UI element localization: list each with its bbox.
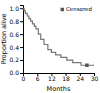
- x-axis: 0 6 12 18 24 30: [22, 73, 99, 82]
- tick-mark: [20, 34, 23, 35]
- tick-label: 1.0: [9, 5, 19, 12]
- tick: 6: [36, 73, 40, 82]
- tick-label: 18: [62, 75, 70, 82]
- tick-label: 0.8: [9, 18, 19, 25]
- tick-label: 0.2: [9, 56, 19, 63]
- tick-mark: [20, 60, 23, 61]
- tick-mark: [20, 73, 23, 74]
- axis-line: [20, 6, 24, 74]
- x-axis-title: Months: [47, 85, 71, 93]
- tick-label: 0.6: [9, 31, 19, 38]
- line: [23, 8, 94, 65]
- legend: Censored: [61, 6, 92, 12]
- y-axis: 0.0 0.2 0.4 0.6 0.8 1.0: [9, 5, 23, 77]
- tick: 0.2: [9, 56, 23, 63]
- tick: 18: [62, 73, 70, 82]
- marker: [85, 63, 89, 67]
- tick-mark: [20, 8, 23, 9]
- tick: 30: [91, 73, 99, 82]
- tick: 24: [76, 73, 84, 82]
- legend-swatch: [61, 8, 65, 12]
- tick-label: 6: [36, 75, 40, 82]
- tick-label: 0.0: [9, 69, 19, 76]
- tick-label: 24: [76, 75, 84, 82]
- chart: 0 6 12 18 24 30 0.0 0.2 0.4 0.6 0.8 1.0 Censored Mont…: [0, 0, 100, 93]
- tick-mark: [20, 21, 23, 22]
- tick: 0.4: [9, 44, 23, 51]
- tick: 0: [22, 73, 26, 82]
- tick: 0.6: [9, 31, 23, 38]
- tick-label: 12: [48, 75, 56, 82]
- tick-mark: [20, 47, 23, 48]
- y-axis-title: Proportion alive: [0, 13, 8, 64]
- tick: 1.0: [9, 5, 23, 12]
- tick-label: 30: [91, 75, 99, 82]
- tick: 12: [48, 73, 56, 82]
- plot: 0 6 12 18 24 30 0.0 0.2 0.4 0.6 0.8 1.0 Censored: [9, 5, 98, 83]
- tick-label: 0: [22, 75, 26, 82]
- tick: 0.8: [9, 18, 23, 25]
- tick-label: 0.4: [9, 44, 19, 51]
- marks: [23, 8, 94, 67]
- tick: 0.0: [9, 69, 23, 76]
- legend-label: Censored: [66, 6, 92, 12]
